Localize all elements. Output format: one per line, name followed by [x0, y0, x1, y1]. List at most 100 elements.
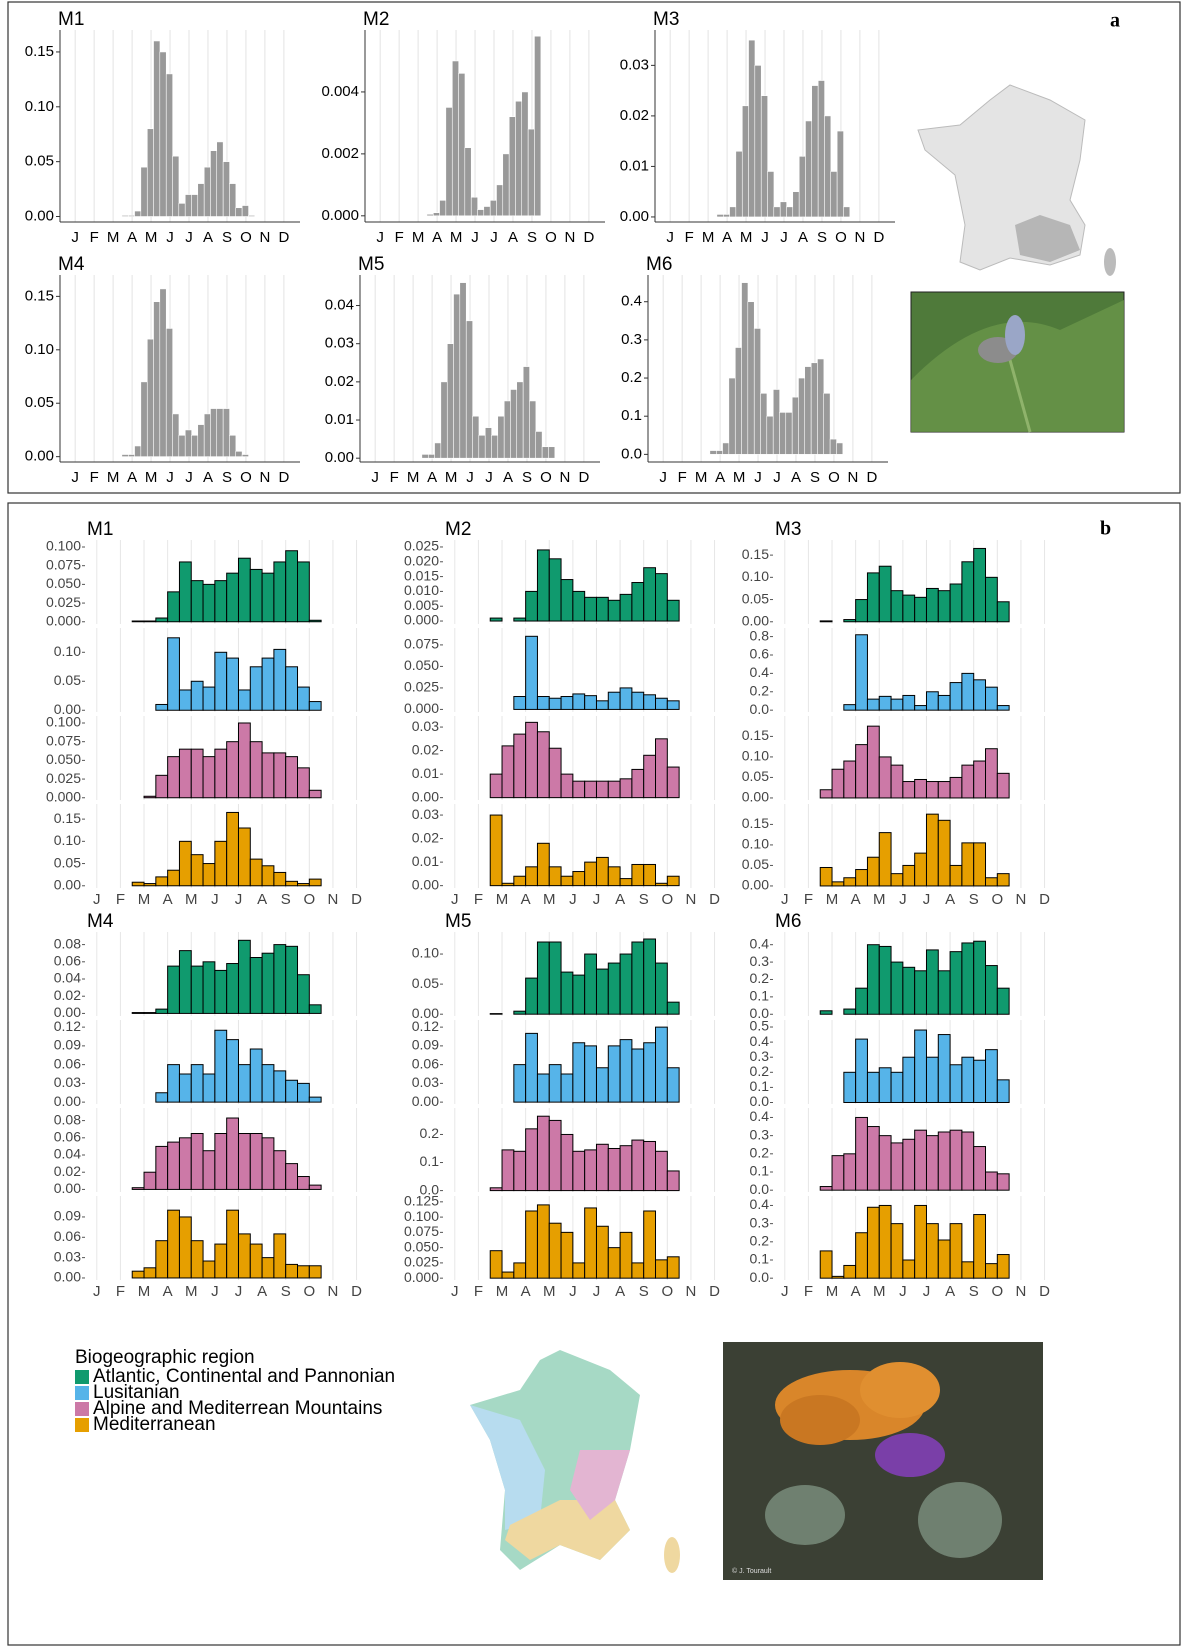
bar	[722, 442, 730, 455]
y-tick-label: 0.000	[321, 207, 359, 224]
bar	[489, 1013, 503, 1015]
bar	[961, 842, 975, 887]
x-tick-label: J	[71, 469, 79, 486]
bar	[285, 945, 299, 1014]
bar	[810, 362, 818, 455]
bar	[925, 691, 939, 711]
bar	[902, 1056, 916, 1103]
bar	[190, 580, 204, 623]
x-tick-label: J	[71, 229, 79, 246]
bar	[914, 970, 927, 1015]
bar	[261, 1137, 275, 1190]
bar	[666, 875, 680, 887]
bar	[202, 686, 216, 711]
bar	[666, 1170, 680, 1192]
bar	[666, 1256, 680, 1279]
bar	[241, 454, 249, 457]
bar	[985, 748, 998, 799]
bar	[843, 206, 851, 218]
bar	[914, 1204, 927, 1279]
x-tick-label: J	[466, 469, 474, 486]
chart-title: M5	[358, 254, 384, 275]
y-tick-label: 0.10	[54, 832, 81, 848]
bar	[237, 722, 251, 799]
bar	[513, 1010, 527, 1015]
bar	[595, 968, 609, 1015]
bar	[914, 705, 927, 711]
bar	[297, 561, 310, 623]
x-tick-label: M	[185, 891, 198, 908]
bar	[902, 694, 916, 711]
bar	[261, 1257, 275, 1279]
bar	[996, 1079, 1010, 1103]
bar	[143, 1171, 157, 1190]
bar	[131, 620, 145, 623]
bar	[631, 768, 645, 799]
bar	[285, 666, 299, 711]
x-tick-label: A	[127, 469, 137, 486]
bar	[535, 431, 543, 459]
bar	[560, 696, 574, 710]
bar	[855, 744, 868, 799]
bar	[607, 962, 621, 1015]
y-tick-label: 0.075	[46, 732, 81, 748]
x-tick-label: N	[259, 469, 270, 486]
y-tick-label: 0.02	[412, 829, 439, 845]
y-tick-label: 0.1	[750, 1251, 770, 1267]
bar	[261, 657, 275, 711]
bar	[229, 183, 237, 217]
bar	[914, 778, 927, 799]
bar	[249, 858, 263, 887]
legend-label: Alpine and Mediterrean Mountains	[93, 1398, 382, 1419]
bar	[866, 698, 880, 711]
x-tick-label: J	[569, 891, 577, 908]
bar	[973, 547, 987, 623]
bar	[237, 689, 251, 711]
x-tick-label: J	[490, 229, 498, 246]
bar	[237, 1233, 251, 1279]
bar	[548, 1119, 562, 1192]
bar	[536, 1115, 550, 1192]
bar	[830, 171, 838, 218]
y-tick-label: 0.000	[404, 700, 439, 716]
bar	[308, 1265, 322, 1279]
bar	[525, 635, 538, 710]
bar	[548, 697, 562, 710]
y-tick-label: 0.1	[750, 988, 770, 1004]
bar	[902, 966, 916, 1015]
x-tick-label: D	[351, 891, 362, 908]
bar	[798, 156, 806, 218]
bar	[949, 1064, 963, 1103]
y-tick-label: 0.4	[750, 935, 770, 951]
bar	[536, 731, 550, 799]
x-tick-label: D	[278, 229, 289, 246]
bar	[819, 866, 833, 887]
y-tick-label: 0.4	[750, 1033, 770, 1049]
bar	[172, 413, 180, 457]
bar	[631, 941, 645, 1015]
x-tick-label: J	[235, 891, 243, 908]
y-tick-label: 0.02	[412, 741, 439, 757]
y-tick-label: 0.00	[25, 207, 54, 224]
bar	[548, 446, 556, 459]
bar	[478, 434, 486, 459]
bar	[285, 1263, 299, 1279]
y-tick-label: 0.00	[54, 876, 81, 892]
x-tick-label: J	[185, 229, 193, 246]
bar	[134, 210, 142, 217]
x-tick-label: S	[222, 229, 232, 246]
bar	[489, 1250, 503, 1279]
bar	[937, 819, 951, 887]
bar	[285, 880, 299, 887]
x-tick-label: O	[540, 469, 552, 486]
bar	[146, 338, 155, 457]
bar	[155, 1008, 169, 1014]
bar	[501, 1271, 515, 1279]
chart-title: M3	[775, 519, 801, 540]
panel-label: a	[1110, 10, 1120, 32]
bar	[607, 1045, 621, 1103]
bar	[925, 1135, 939, 1191]
bar	[961, 1131, 975, 1191]
y-tick-label: 0.00	[54, 1004, 81, 1020]
